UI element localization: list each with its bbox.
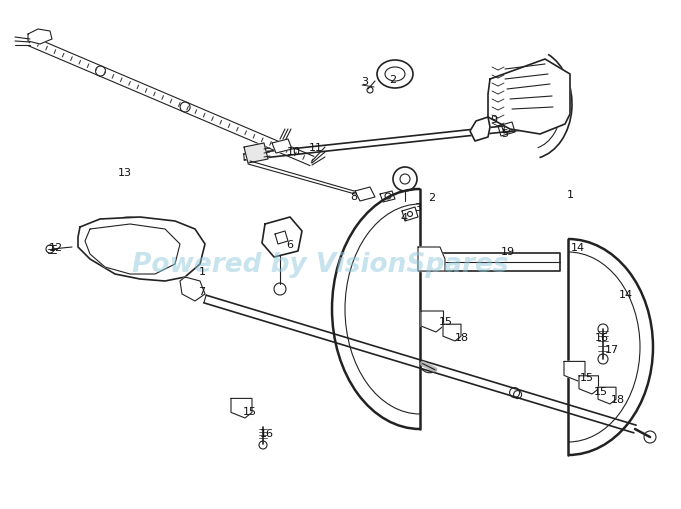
Text: 7: 7	[198, 287, 206, 296]
Text: 16: 16	[595, 332, 609, 343]
Text: 15: 15	[594, 386, 608, 396]
Text: 2: 2	[390, 75, 396, 85]
Text: 14: 14	[571, 242, 585, 252]
Polygon shape	[579, 376, 599, 394]
Polygon shape	[443, 325, 461, 342]
Polygon shape	[262, 217, 302, 258]
Polygon shape	[418, 247, 445, 271]
Text: 13: 13	[118, 167, 132, 178]
Polygon shape	[244, 144, 268, 164]
Text: 9: 9	[490, 115, 498, 125]
Text: 12: 12	[49, 242, 63, 252]
Text: 1: 1	[198, 267, 206, 276]
Text: 8: 8	[351, 191, 358, 202]
Polygon shape	[180, 277, 205, 301]
Polygon shape	[85, 224, 180, 274]
Text: 15: 15	[580, 372, 594, 382]
Polygon shape	[421, 312, 443, 332]
Text: 15: 15	[439, 317, 453, 326]
Polygon shape	[78, 217, 205, 281]
Text: 17: 17	[605, 344, 619, 354]
Text: 19: 19	[501, 246, 515, 257]
Text: 3: 3	[415, 203, 422, 213]
Polygon shape	[28, 30, 52, 45]
Text: 6: 6	[287, 240, 294, 249]
Text: Powered by VisionSpares: Powered by VisionSpares	[131, 252, 509, 277]
Text: 4: 4	[400, 213, 407, 222]
Text: 1: 1	[567, 190, 573, 200]
Polygon shape	[564, 362, 585, 381]
Text: 5: 5	[501, 129, 509, 139]
Text: 3: 3	[362, 77, 368, 87]
Polygon shape	[598, 387, 616, 404]
Polygon shape	[272, 140, 292, 154]
Text: 11: 11	[309, 143, 323, 153]
Text: 18: 18	[455, 332, 469, 343]
Polygon shape	[488, 60, 570, 135]
Text: 16: 16	[260, 428, 274, 438]
Polygon shape	[420, 253, 560, 271]
Text: 18: 18	[611, 394, 625, 404]
Polygon shape	[470, 118, 490, 142]
Polygon shape	[231, 399, 252, 418]
Text: 2: 2	[428, 192, 436, 203]
Text: 15: 15	[243, 406, 257, 416]
Text: 14: 14	[619, 290, 633, 299]
Text: 10: 10	[287, 147, 301, 157]
